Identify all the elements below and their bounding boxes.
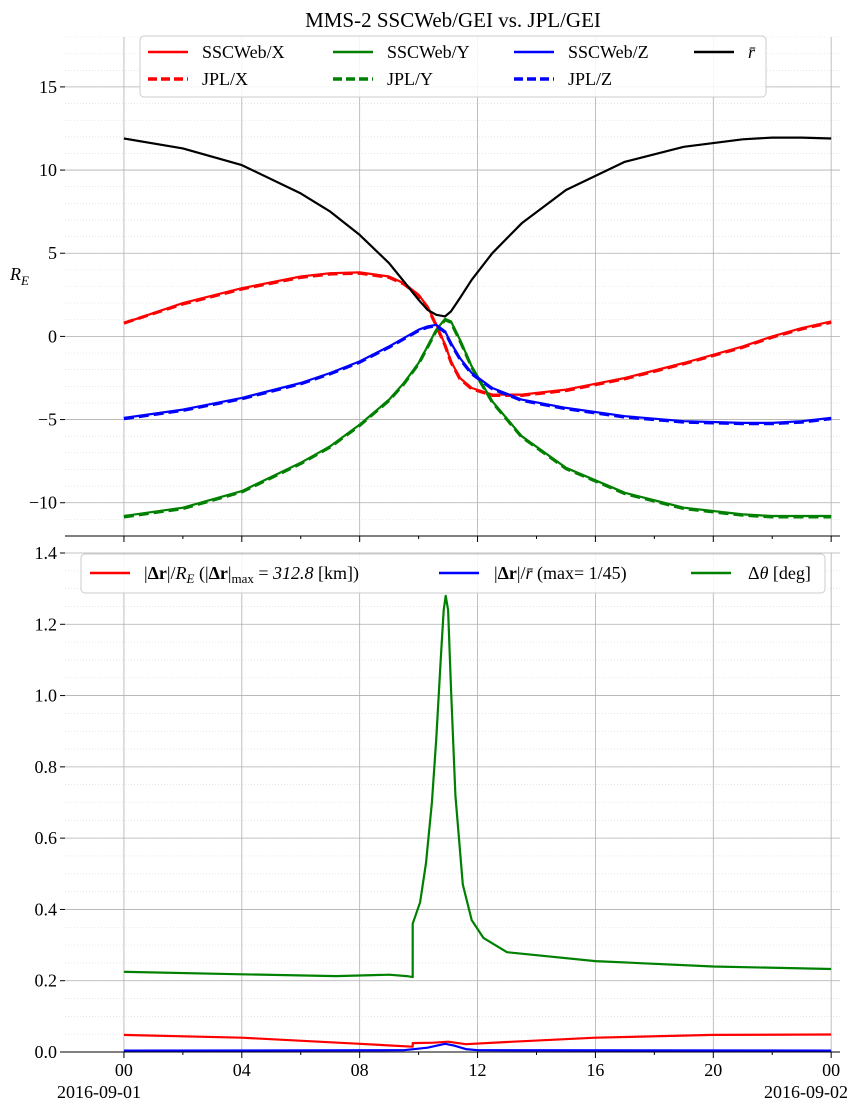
y-tick-label: 1.4 [35,543,58,563]
top-y-axis-label: RE [9,264,29,288]
x-tick-label: 16 [586,1060,604,1080]
y-tick-label: 0 [48,326,57,346]
series-line-jplz [123,324,832,426]
x-tick-label: 08 [351,1060,369,1080]
y-tick-label: −10 [29,493,57,513]
top-legend: SSCWeb/X SSCWeb/Y SSCWeb/Z r̄ JPL/X JPL/Y JPL/… [139,35,767,98]
error-panel: 0.0 0.2 0.4 0.6 0.8 1.0 1.2 1.4 00 04 08 12 16 20 00 … [35,543,849,1102]
series-line-sscwebx [123,271,832,396]
y-tick-label: 0.2 [35,971,58,991]
top-x-ticks [123,536,832,542]
bottom-legend: |Δr|/RE (|Δr|max = 312.8 [km]) |Δr|/r̄ (… [80,553,826,594]
top-series [123,136,832,519]
legend-label: JPL/Y [387,69,433,89]
x-tick-label: 00 [822,1060,840,1080]
date-label-end: 2016-09-02 [764,1082,848,1102]
legend-entry-dtheta: Δθ [deg] [748,563,811,583]
series-line-dr-rbar [123,1042,832,1052]
series-line-jply [123,318,832,519]
y-tick-label: 0.4 [35,899,58,919]
legend-label: SSCWeb/X [202,42,285,62]
x-tick-label: 12 [469,1060,487,1080]
y-tick-label: 1.2 [35,614,58,634]
y-tick-label: 15 [39,77,57,97]
bottom-series [123,594,832,1052]
y-tick-label: 5 [48,243,57,263]
x-tick-label: 00 [115,1060,133,1080]
legend-label: JPL/X [202,69,248,89]
y-tick-label: 10 [39,160,57,180]
y-tick-label: −5 [38,410,57,430]
position-panel: MMS-2 SSCWeb/GEI vs. JPL/GEI −10 −5 0 5 10 15… [9,8,840,542]
legend-entry-dr-rbar: |Δr|/r̄ (max= 1/45) [494,563,627,584]
legend-entry-dr-re: |Δr|/RE (|Δr|max = 312.8 [km]) [144,563,359,586]
bottom-y-ticks: 0.0 0.2 0.4 0.6 0.8 1.0 1.2 1.4 [35,543,65,1062]
legend-label: r̄ [748,42,756,62]
series-line-r [123,136,832,318]
x-tick-label: 20 [704,1060,722,1080]
y-tick-label: 0.0 [35,1042,58,1062]
y-tick-label: 0.6 [35,828,58,848]
top-y-ticks: −10 −5 0 5 10 15 [29,77,65,513]
top-grid [65,36,840,537]
bottom-x-ticks: 00 04 08 12 16 20 00 [115,1052,840,1080]
series-line-dtheta [123,594,832,979]
bottom-grid [65,552,840,1053]
y-tick-label: 1.0 [35,686,58,706]
x-tick-label: 04 [233,1060,251,1080]
series-line-dr-re [123,1033,832,1048]
date-label-start: 2016-09-01 [57,1082,141,1102]
legend-label: SSCWeb/Z [568,42,649,62]
legend-label: JPL/Z [568,69,612,89]
chart-title: MMS-2 SSCWeb/GEI vs. JPL/GEI [305,8,601,32]
y-tick-label: 0.8 [35,757,58,777]
legend-label: SSCWeb/Y [387,42,470,62]
